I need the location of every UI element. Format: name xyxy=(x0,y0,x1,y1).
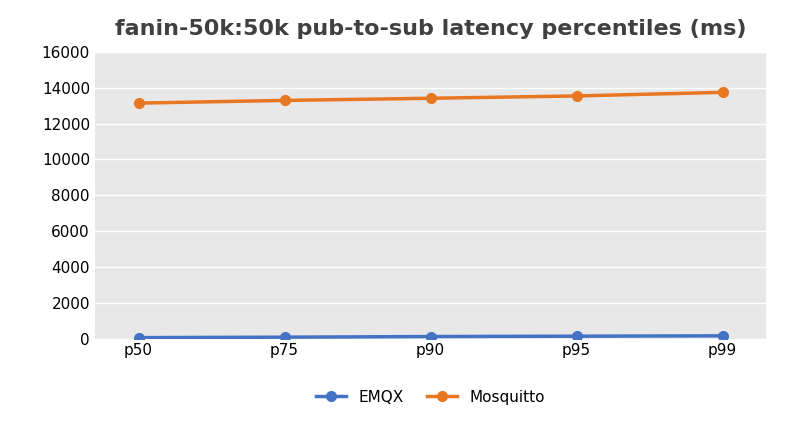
Mosquitto xyxy=(718,90,728,95)
EMQX xyxy=(426,334,435,339)
EMQX xyxy=(280,335,289,340)
Line: EMQX: EMQX xyxy=(134,331,728,342)
EMQX xyxy=(134,335,143,340)
Mosquitto xyxy=(572,93,581,99)
Title: fanin-50k:50k pub-to-sub latency percentiles (ms): fanin-50k:50k pub-to-sub latency percent… xyxy=(115,20,747,39)
Mosquitto xyxy=(280,98,289,103)
Mosquitto xyxy=(134,101,143,106)
EMQX xyxy=(718,333,728,339)
EMQX xyxy=(572,334,581,339)
Mosquitto xyxy=(426,95,435,101)
Line: Mosquitto: Mosquitto xyxy=(134,88,728,108)
Legend: EMQX, Mosquitto: EMQX, Mosquitto xyxy=(310,383,551,411)
